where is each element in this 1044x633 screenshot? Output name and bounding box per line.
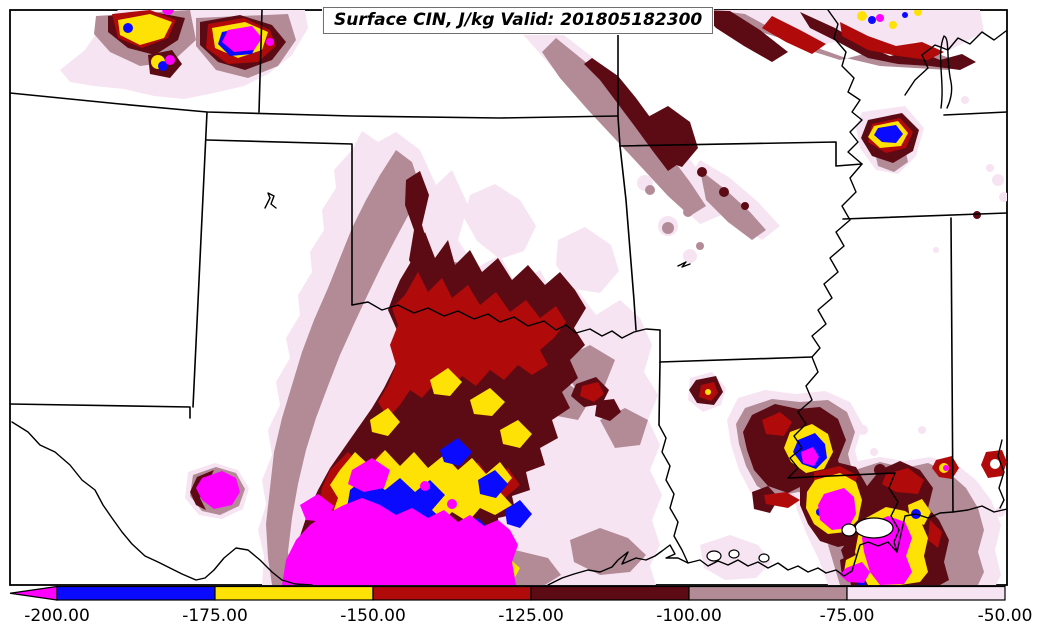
border-ar-la (659, 356, 813, 363)
colorbar-under-arrow (9, 585, 58, 601)
border-ky-tn (943, 111, 1007, 116)
contour-layer-magenta (162, 10, 949, 585)
colorbar-tick-label: -200.00 (24, 606, 90, 626)
border-nm-tx (192, 111, 208, 408)
border-37n (10, 92, 619, 119)
pearl-river (888, 472, 900, 553)
red-river (351, 301, 661, 339)
mississippi-river (787, 10, 863, 479)
tennessee-river (939, 35, 953, 109)
small-river-ok (264, 192, 277, 209)
border-co-ks (258, 10, 263, 113)
lake-maurepas (841, 523, 857, 537)
border-tx-la-line (658, 361, 661, 426)
colorbar-tick-label: -75.00 (820, 606, 875, 626)
colorbar-segment (56, 585, 216, 601)
border-ks-mo (617, 10, 621, 147)
colorbar-tick-label: -175.00 (182, 606, 248, 626)
map-title: Surface CIN, J/kg Valid: 201805182300 (322, 7, 714, 34)
colorbar-tick-label: -125.00 (498, 606, 564, 626)
border-ms-al (950, 217, 954, 513)
rio-grande (11, 421, 313, 585)
gulf-coast (547, 505, 1007, 585)
border-la-ms-31n (787, 472, 896, 479)
border-tx-panhandle (206, 139, 353, 306)
small-river-ar (677, 261, 691, 268)
coastal-lake (728, 549, 740, 559)
colorbar-tick-label: -100.00 (656, 606, 722, 626)
colorbar: -200.00 -175.00 -150.00 -125.00 -100.00 -75.0… (9, 585, 1033, 626)
border-tn-ms-35n (842, 212, 1007, 220)
lake-pontchartrain (854, 517, 894, 539)
border-nm-south (10, 403, 191, 419)
colorbar-segment (688, 585, 848, 601)
border-mo-ar (619, 141, 863, 167)
border-ok-ar (619, 145, 637, 331)
colorbar-segment (530, 585, 690, 601)
coastal-lake-2 (758, 553, 770, 563)
state-borders (10, 10, 1007, 585)
colorbar-tick-label: -50.00 (978, 606, 1033, 626)
colorbar-segment (846, 585, 1006, 601)
lake-calcasieu (706, 550, 722, 562)
sabine-river (658, 424, 689, 564)
colorbar-tick-label: -150.00 (340, 606, 406, 626)
mobile-rivers (997, 439, 1005, 509)
contour-hole (990, 459, 1000, 469)
colorbar-segment (372, 585, 532, 601)
colorbar-segment (214, 585, 374, 601)
